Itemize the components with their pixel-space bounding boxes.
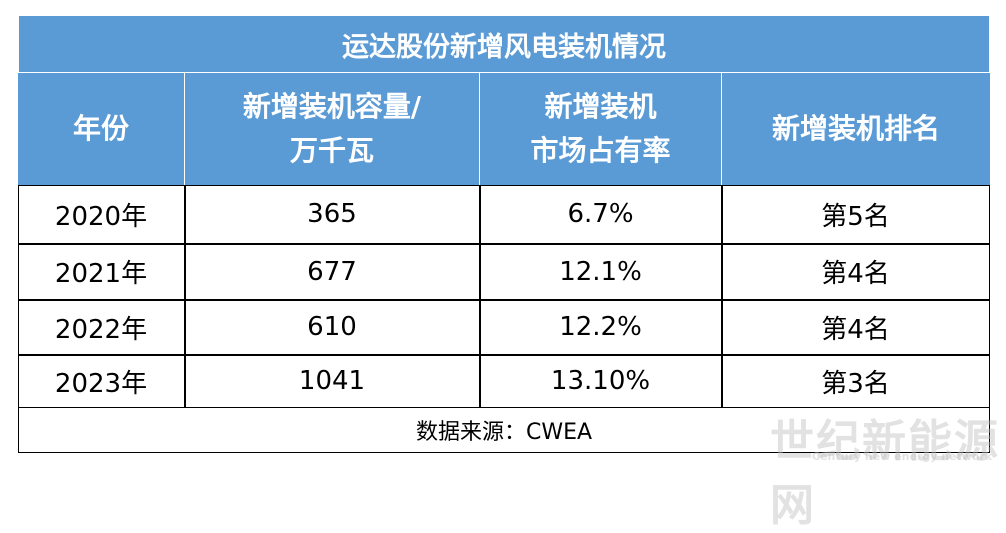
header-cell: 新增装机排名: [722, 72, 990, 185]
table-title: 运达股份新增风电装机情况: [18, 15, 990, 73]
data-cell: 6.7%: [479, 184, 722, 244]
data-cell: 12.2%: [479, 299, 722, 355]
watermark: 世纪新能源网: [770, 416, 1000, 531]
header-cell: 新增装机容量/万千瓦: [185, 72, 480, 185]
header-text: 年份: [72, 112, 129, 145]
data-cell: 13.10%: [479, 354, 722, 408]
data-cell: 677: [184, 243, 480, 300]
data-cell: 2021年: [17, 243, 185, 300]
header-text: 新增装机: [544, 90, 657, 123]
header-text: 万千瓦: [289, 134, 374, 167]
data-cell: 第3名: [721, 354, 990, 408]
header-text: 市场占有率: [530, 134, 671, 167]
data-cell: 365: [184, 184, 480, 244]
header-cell: 年份: [18, 72, 185, 185]
data-cell: 1041: [184, 354, 480, 408]
data-cell: 第4名: [721, 299, 990, 355]
data-cell: 2020年: [17, 184, 185, 244]
watermark-subtitle: Century new energy network: [812, 450, 993, 463]
data-cell: 610: [184, 299, 480, 355]
data-cell: 2023年: [17, 354, 185, 408]
data-cell: 2022年: [17, 299, 185, 355]
header-text: 新增装机容量/: [242, 90, 422, 123]
header-cell: 新增装机 市场占有率: [480, 72, 722, 185]
data-cell: 12.1%: [479, 243, 722, 300]
data-cell: 第4名: [721, 243, 990, 300]
header-text: 新增装机排名: [771, 112, 940, 145]
source-note: 数据来源：CWEA: [18, 407, 990, 453]
page: 运达股份新增风电装机情况 年份 新增装机容量/万千瓦 新增装机 市场占有率 新增装机排名 2…: [17, 15, 998, 531]
data-cell: 第5名: [721, 184, 990, 244]
